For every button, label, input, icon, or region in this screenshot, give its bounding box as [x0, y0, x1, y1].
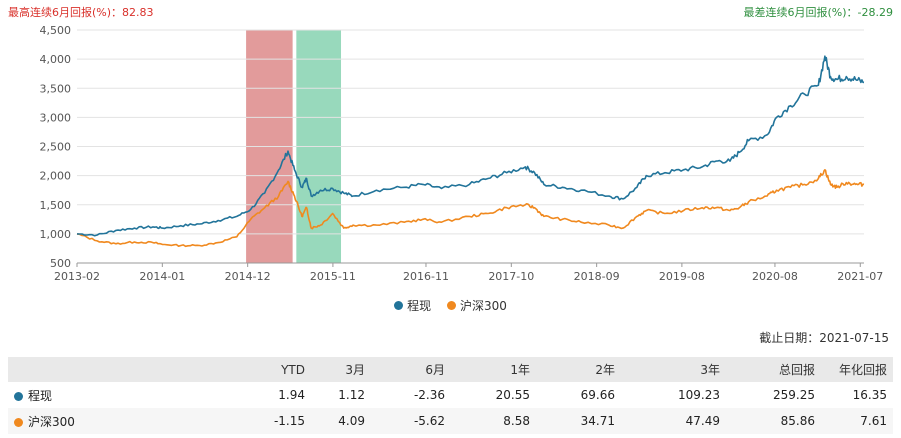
- header-cell-3m: 3月: [311, 357, 371, 382]
- header-cell-annualized: 年化回报: [821, 357, 893, 382]
- x-tick-label: 2016-11: [403, 270, 449, 283]
- index-series-dot-icon: [14, 417, 23, 427]
- table-header-row: YTD 3月 6月 1年 2年 3年 总回报 年化回报: [8, 357, 893, 382]
- table-cell: 1.94: [223, 382, 311, 408]
- table-cell: 34.71: [536, 408, 621, 434]
- legend-label-index: 沪深300: [459, 299, 507, 313]
- table-cell: 1.12: [311, 382, 371, 408]
- index-series-line: [76, 169, 865, 248]
- y-tick-label: 3,500: [40, 82, 72, 95]
- y-tick-label: 1,000: [40, 228, 72, 241]
- table-cell: 109.23: [621, 382, 726, 408]
- x-tick-label: 2018-09: [574, 270, 620, 283]
- row-name: 程现: [28, 388, 53, 403]
- as-of-date: 截止日期：2021-07-15: [759, 331, 889, 345]
- x-tick-label: 2013-02: [54, 270, 100, 283]
- y-tick-label: 2,500: [40, 141, 72, 154]
- fund-legend-dot-icon: [394, 301, 404, 310]
- header-cell-total: 总回报: [726, 357, 821, 382]
- y-tick-label: 500: [50, 257, 71, 270]
- fund-series-dot-icon: [14, 391, 23, 401]
- legend-label-fund: 程现: [407, 299, 432, 313]
- y-tick-label: 4,500: [40, 24, 72, 37]
- x-tick-label: 2020-08: [752, 270, 798, 283]
- table-cell: 16.35: [821, 382, 893, 408]
- y-tick-label: 3,000: [40, 111, 72, 124]
- legend-item-index[interactable]: 沪深300: [446, 297, 507, 314]
- header-cell-2y: 2年: [536, 357, 621, 382]
- table-cell: -1.15: [223, 408, 311, 434]
- fund-series-line: [76, 55, 865, 237]
- min-6m-return-label: 最差连续6月回报(%)：-28.29: [743, 6, 894, 19]
- legend-item-fund[interactable]: 程现: [394, 297, 431, 314]
- x-tick-label: 2021-07: [837, 270, 883, 283]
- x-tick-label: 2014-01: [139, 270, 185, 283]
- table-cell: 4.09: [311, 408, 371, 434]
- header-cell-name: [8, 357, 223, 382]
- x-tick-label: 2017-10: [488, 270, 534, 283]
- y-tick-label: 4,000: [40, 53, 72, 66]
- table-cell: 85.86: [726, 408, 821, 434]
- table-cell: 259.25: [726, 382, 821, 408]
- performance-table: YTD 3月 6月 1年 2年 3年 总回报 年化回报 程现 1.94 1.12…: [8, 357, 893, 434]
- x-tick-label: 2019-08: [659, 270, 705, 283]
- table-cell: 8.58: [451, 408, 536, 434]
- nav-line-chart: 500 1,000 1,500 2,000 2,500 3,000 3,500 4,000 4,…: [40, 24, 884, 283]
- table-cell: -2.36: [371, 382, 451, 408]
- row-name-cell: 沪深300: [8, 408, 223, 434]
- table-cell: 47.49: [621, 408, 726, 434]
- y-tick-label: 1,500: [40, 199, 72, 212]
- y-tick-label: 2,000: [40, 170, 72, 183]
- table-cell: 69.66: [536, 382, 621, 408]
- table-row[interactable]: 沪深300 -1.15 4.09 -5.62 8.58 34.71 47.49 …: [8, 408, 893, 434]
- row-name-cell: 程现: [8, 382, 223, 408]
- row-name: 沪深300: [28, 414, 75, 429]
- header-cell-6m: 6月: [371, 357, 451, 382]
- header-cell-ytd: YTD: [223, 357, 311, 382]
- table-cell: 20.55: [451, 382, 536, 408]
- table-row[interactable]: 程现 1.94 1.12 -2.36 20.55 69.66 109.23 25…: [8, 382, 893, 408]
- index-legend-dot-icon: [446, 301, 456, 310]
- max-6m-return-label: 最高连续6月回报(%)：82.83: [8, 6, 154, 19]
- header-cell-3y: 3年: [621, 357, 726, 382]
- x-tick-label: 2014-12: [225, 270, 271, 283]
- x-tick-label: 2015-11: [310, 270, 356, 283]
- header-cell-1y: 1年: [451, 357, 536, 382]
- chart-legend: 程现 沪深300: [0, 297, 901, 314]
- table-cell: -5.62: [371, 408, 451, 434]
- table-cell: 7.61: [821, 408, 893, 434]
